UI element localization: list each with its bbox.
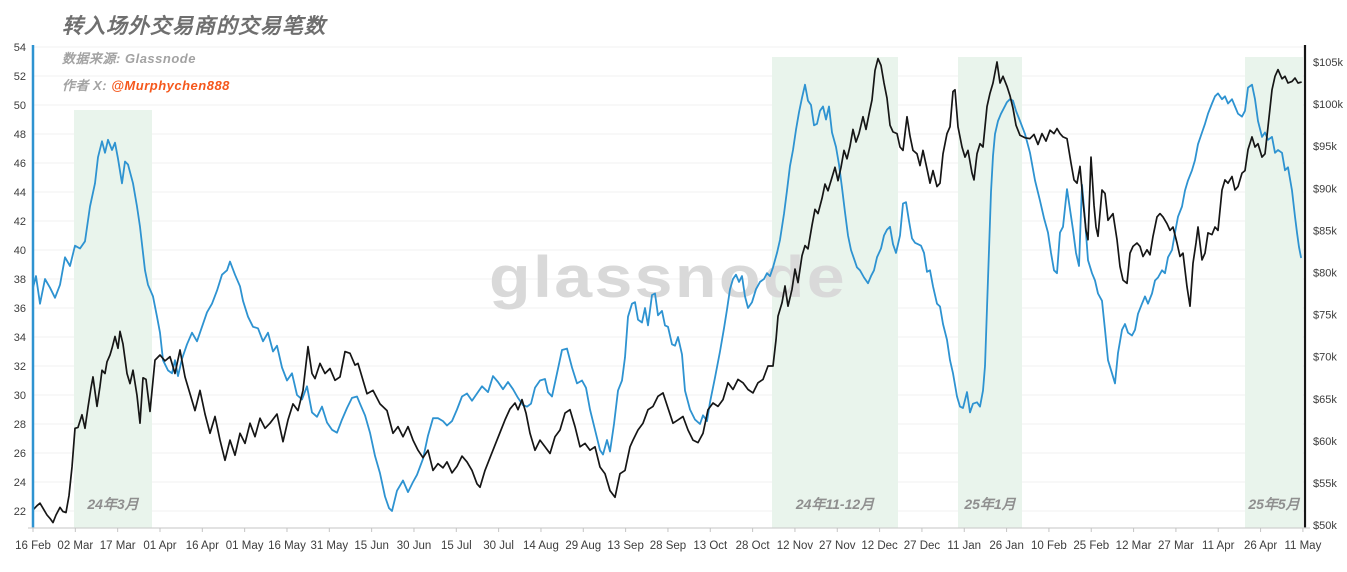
highlight-region xyxy=(958,57,1022,528)
x-tick-label: 31 May xyxy=(310,540,348,552)
x-tick-label: 16 May xyxy=(268,540,306,552)
highlight-region-label: 25年1月 xyxy=(963,496,1016,512)
right-tick-label: $60k xyxy=(1313,436,1337,448)
x-tick-label: 27 Dec xyxy=(904,540,941,552)
x-tick-label: 16 Apr xyxy=(186,540,219,552)
left-tick-label: 36 xyxy=(14,303,26,315)
glassnode-watermark: glassnode xyxy=(489,245,847,310)
left-tick-label: 54 xyxy=(14,42,26,54)
series-blue-line-left-axis xyxy=(32,83,1302,512)
right-tick-label: $100k xyxy=(1313,99,1343,111)
x-tick-label: 17 Mar xyxy=(100,540,136,552)
x-tick-label: 30 Jul xyxy=(483,540,514,552)
left-tick-label: 24 xyxy=(14,477,26,489)
right-tick-label: $105k xyxy=(1313,57,1343,69)
right-tick-label: $85k xyxy=(1313,225,1337,237)
highlight-region-label: 24年3月 xyxy=(86,496,139,512)
x-tick-label: 27 Nov xyxy=(819,540,856,552)
left-tick-label: 46 xyxy=(14,158,26,170)
x-tick-label: 02 Mar xyxy=(57,540,93,552)
x-tick-label: 14 Aug xyxy=(523,540,559,552)
x-tick-label: 12 Dec xyxy=(861,540,898,552)
left-tick-label: 22 xyxy=(14,506,26,518)
x-tick-label: 26 Apr xyxy=(1244,540,1277,552)
left-tick-label: 28 xyxy=(14,419,26,431)
left-tick-label: 26 xyxy=(14,448,26,460)
left-tick-label: 52 xyxy=(14,71,26,83)
right-tick-label: $50k xyxy=(1313,520,1337,532)
right-tick-label: $90k xyxy=(1313,183,1337,195)
x-tick-label: 01 Apr xyxy=(143,540,176,552)
x-tick-label: 11 May xyxy=(1284,540,1321,552)
x-tick-label: 27 Mar xyxy=(1158,540,1194,552)
x-tick-label: 13 Sep xyxy=(607,540,643,552)
x-tick-label: 13 Oct xyxy=(693,540,728,552)
x-tick-label: 30 Jun xyxy=(397,540,432,552)
left-tick-label: 38 xyxy=(14,274,26,286)
right-tick-label: $55k xyxy=(1313,478,1337,490)
x-tick-label: 11 Apr xyxy=(1202,540,1235,552)
highlight-region-label: 25年5月 xyxy=(1247,496,1300,512)
author-handle-link[interactable]: @Murphychen888 xyxy=(111,78,230,93)
left-tick-label: 48 xyxy=(14,129,26,141)
left-tick-label: 42 xyxy=(14,216,26,228)
left-tick-label: 40 xyxy=(14,245,26,257)
x-tick-label: 15 Jul xyxy=(441,540,472,552)
highlight-region xyxy=(772,57,898,528)
x-tick-label: 11 Jan xyxy=(947,540,981,552)
highlight-region xyxy=(74,110,152,528)
left-tick-label: 44 xyxy=(14,187,26,199)
right-tick-label: $75k xyxy=(1313,310,1337,322)
left-tick-label: 50 xyxy=(14,100,26,112)
x-tick-label: 29 Aug xyxy=(565,540,601,552)
x-tick-label: 01 May xyxy=(226,540,264,552)
x-tick-label: 15 Jun xyxy=(354,540,389,552)
right-tick-label: $65k xyxy=(1313,394,1337,406)
left-tick-label: 30 xyxy=(14,390,26,402)
left-tick-label: 34 xyxy=(14,332,26,344)
highlight-region xyxy=(1245,57,1303,528)
x-tick-label: 25 Feb xyxy=(1073,540,1109,552)
x-tick-label: 16 Feb xyxy=(15,540,51,552)
series-black-line-right-axis xyxy=(32,57,1302,524)
x-tick-label: 28 Sep xyxy=(650,540,686,552)
x-tick-label: 12 Mar xyxy=(1116,540,1152,552)
x-tick-label: 12 Nov xyxy=(777,540,814,552)
x-tick-label: 28 Oct xyxy=(736,540,771,552)
highlight-region-label: 24年11-12月 xyxy=(795,496,875,512)
x-tick-label: 10 Feb xyxy=(1031,540,1067,552)
x-tick-label: 26 Jan xyxy=(989,540,1024,552)
right-tick-label: $95k xyxy=(1313,141,1337,153)
left-tick-label: 32 xyxy=(14,361,26,373)
right-tick-label: $70k xyxy=(1313,352,1337,364)
right-tick-label: $80k xyxy=(1313,268,1337,280)
